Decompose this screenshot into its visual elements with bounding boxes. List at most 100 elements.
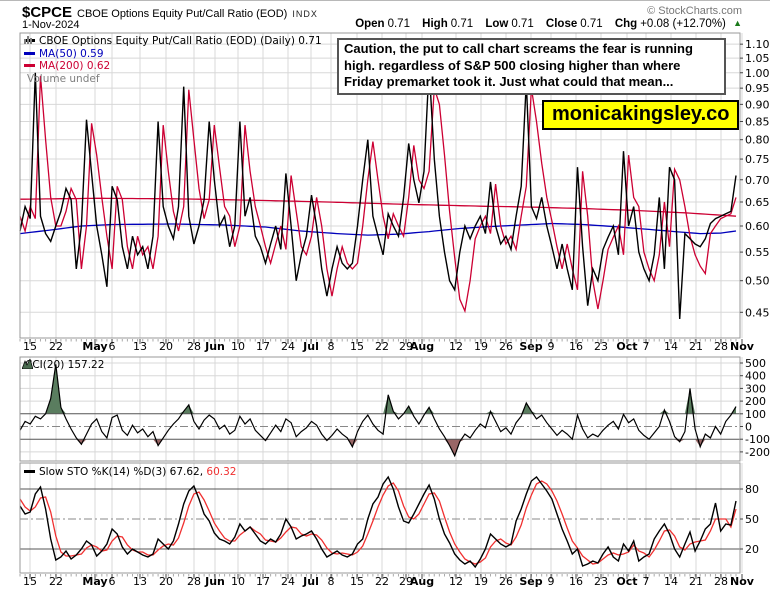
top-divider xyxy=(0,0,770,1)
x-axis-label: 15 xyxy=(350,575,364,588)
chg-label: Chg xyxy=(614,18,638,30)
x-axis-label: 22 xyxy=(375,575,389,588)
x-axis-label: 9 xyxy=(548,575,555,588)
sto-k-line xyxy=(19,475,737,569)
x-axis-label: 20 xyxy=(159,575,173,588)
annotation-box: Caution, the put to call chart screams t… xyxy=(337,38,726,95)
sto-k-value: 67.62, xyxy=(169,466,204,478)
y-axis-label: 1.05 xyxy=(745,52,770,65)
x-axis-label: 15 xyxy=(23,575,37,588)
symbol: $CPCE xyxy=(22,4,73,21)
y-axis-label: 400 xyxy=(745,370,766,383)
annotation-line-3: Friday premarket took it. Just what coul… xyxy=(344,74,674,89)
watermark-badge: monicakingsley.co xyxy=(542,100,740,130)
x-axis-label: 7 xyxy=(643,575,650,588)
y-axis-label: 500 xyxy=(745,357,766,370)
main-panel: 1.101.05 1.00 0.95 0.90 0.85 0.80 0.75 0.70 0.65… xyxy=(19,32,770,353)
cci-line xyxy=(19,364,737,458)
y-axis-label: 1.00 xyxy=(745,67,770,80)
x-axis-label: 7 xyxy=(643,340,650,353)
close-label: Close xyxy=(545,18,578,30)
y-axis-label: 0.80 xyxy=(745,134,770,147)
ma200-legend-label: MA(200) 0.62 xyxy=(39,60,111,72)
x-axis-label: Oct xyxy=(616,575,637,588)
y-axis-label: 0.60 xyxy=(745,220,770,233)
quote-bar: Open 0.71 High 0.71 Low 0.71 Close 0.71 Chg +… xyxy=(346,18,742,30)
x-axis-label: 28 xyxy=(714,340,728,353)
open-value: 0.71 xyxy=(387,18,410,30)
annotation-line-1: Caution, the put to call chart screams t… xyxy=(344,41,693,56)
x-axis-label: 9 xyxy=(548,340,555,353)
y-axis-label: 0.45 xyxy=(745,306,770,319)
ma200-line-swatch xyxy=(24,64,35,67)
x-axis-label: 10 xyxy=(231,575,245,588)
x-axis-label: 20 xyxy=(159,340,173,353)
x-axis-label: 26 xyxy=(499,575,513,588)
sto-k-swatch xyxy=(24,470,35,473)
main-legend: CBOE Options Equity Put/Call Ratio (EOD)… xyxy=(24,35,322,85)
x-axis-label: Jul xyxy=(302,340,319,353)
x-axis-label: 22 xyxy=(49,340,63,353)
price-line-swatch xyxy=(24,39,35,42)
x-axis-label: May xyxy=(82,575,107,588)
x-axis-label: 15 xyxy=(350,340,364,353)
x-axis-label: 15 xyxy=(23,340,37,353)
x-axis-label: 6 xyxy=(109,575,116,588)
x-axis-label: 24 xyxy=(281,575,295,588)
y-axis-label: 0.65 xyxy=(745,196,770,209)
ma50-line-swatch xyxy=(24,51,35,55)
y-axis-label: 0.55 xyxy=(745,246,770,259)
x-axis-label: Sep xyxy=(519,575,542,588)
x-axis-label: 14 xyxy=(664,340,678,353)
legend-row-ma50: MA(50) 0.59 xyxy=(24,48,322,61)
up-arrow-icon: ▲ xyxy=(733,18,742,28)
x-axis-label: May xyxy=(82,340,107,353)
x-axis-label: 12 xyxy=(449,340,463,353)
x-axis-label: Nov xyxy=(730,340,755,353)
low-label: Low xyxy=(485,18,509,30)
x-axis-label: 10 xyxy=(231,340,245,353)
chart-header: $CPCE CBOE Options Equity Put/Call Ratio … xyxy=(22,4,768,21)
low-value: 0.71 xyxy=(511,18,534,30)
close-value: 0.71 xyxy=(580,18,603,30)
x-axis-label: 13 xyxy=(133,575,147,588)
price-line xyxy=(19,66,737,320)
x-axis-label: Jun xyxy=(204,575,225,588)
y-axis-label: 300 xyxy=(745,382,766,395)
exchange-label: INDX xyxy=(292,9,318,19)
x-axis-label: 12 xyxy=(449,575,463,588)
cci-legend: CCI(20) 157.22 xyxy=(22,359,104,372)
x-axis-label: 21 xyxy=(689,340,703,353)
cci-legend-label: CCI(20) 157.22 xyxy=(25,359,105,371)
x-axis-label: 29 xyxy=(399,575,413,588)
red-overlay-line xyxy=(19,75,737,314)
x-axis-label: 21 xyxy=(689,575,703,588)
y-axis-label: 0 xyxy=(745,421,752,434)
x-axis-label: 26 xyxy=(499,340,513,353)
price-legend-label: CBOE Options Equity Put/Call Ratio (EOD)… xyxy=(39,35,322,47)
y-axis-label: 20 xyxy=(745,543,759,556)
sto-legend-label: Slow STO %K(14) %D(3) xyxy=(39,466,167,478)
ma50-legend-label: MA(50) 0.59 xyxy=(39,47,104,60)
x-axis-label: 19 xyxy=(474,340,488,353)
x-axis-label: 17 xyxy=(256,340,270,353)
x-axis-label: 16 xyxy=(569,340,583,353)
sto-d-line xyxy=(19,480,737,565)
y-axis-label: 80 xyxy=(745,483,759,496)
high-label: High xyxy=(422,18,448,30)
y-axis-label: 0.70 xyxy=(745,174,770,187)
x-axis-label: 23 xyxy=(594,340,608,353)
ma200-line xyxy=(20,197,737,217)
y-axis-label: 0.75 xyxy=(745,153,770,166)
y-axis-label: 0.90 xyxy=(745,98,770,111)
x-axis-label: 8 xyxy=(328,575,335,588)
x-axis-label: 24 xyxy=(281,340,295,353)
chg-value: +0.08 (+12.70%) xyxy=(640,18,726,30)
x-axis-label: Jul xyxy=(302,575,319,588)
x-axis-label: Jun xyxy=(204,340,225,353)
x-axis-label: 28 xyxy=(187,340,201,353)
y-axis-label: 100 xyxy=(745,408,766,421)
y-axis-label: 0.85 xyxy=(745,116,770,129)
